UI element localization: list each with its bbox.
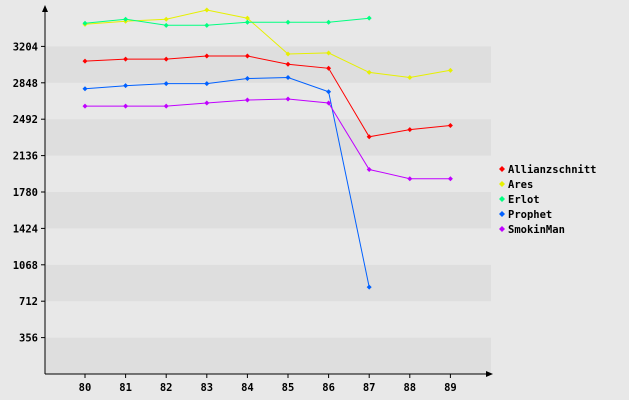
data-point xyxy=(447,67,453,73)
x-axis-arrow xyxy=(486,371,493,377)
grid-band xyxy=(45,82,491,120)
data-point xyxy=(244,97,250,103)
data-point xyxy=(407,176,413,182)
series-line xyxy=(84,17,370,26)
y-tick-label: 356 xyxy=(19,333,38,345)
grid-band xyxy=(45,10,491,47)
grid-band xyxy=(45,155,491,192)
data-point xyxy=(326,65,332,71)
data-point xyxy=(123,83,129,89)
data-point xyxy=(407,127,413,133)
data-point xyxy=(123,56,129,62)
data-point xyxy=(366,284,372,290)
data-point xyxy=(163,56,169,62)
data-point xyxy=(163,16,169,22)
y-tick-label: 1424 xyxy=(13,223,38,235)
grid-band xyxy=(45,192,491,229)
legend-label: Allianzschnitt xyxy=(508,164,597,176)
x-tick-label: 84 xyxy=(241,382,254,394)
data-point xyxy=(163,103,169,109)
data-point xyxy=(366,69,372,75)
grid-band xyxy=(45,46,491,83)
grid-band xyxy=(45,301,491,338)
data-point xyxy=(82,103,88,109)
series-line xyxy=(84,76,370,288)
y-tick-label: 712 xyxy=(19,296,38,308)
data-point xyxy=(204,81,210,87)
data-point xyxy=(163,81,169,87)
legend-marker xyxy=(499,211,505,217)
x-tick-label: 89 xyxy=(444,382,457,394)
data-point xyxy=(447,123,453,129)
legend-label: Ares xyxy=(508,179,533,191)
y-axis-arrow xyxy=(42,5,48,12)
data-point xyxy=(366,134,372,140)
y-tick-label: 3204 xyxy=(13,41,38,53)
data-point xyxy=(326,50,332,56)
y-tick-label: 1068 xyxy=(13,260,38,272)
x-tick-label: 86 xyxy=(322,382,335,394)
data-point xyxy=(407,74,413,80)
grid-band xyxy=(45,337,491,374)
data-point xyxy=(285,19,291,25)
data-point xyxy=(244,53,250,59)
data-point xyxy=(285,74,291,80)
data-point xyxy=(204,7,210,13)
data-point xyxy=(82,20,88,26)
series-line xyxy=(84,55,451,138)
series-line xyxy=(85,98,451,180)
data-point xyxy=(244,76,250,82)
data-point xyxy=(82,58,88,64)
data-point xyxy=(163,22,169,28)
x-tick-label: 88 xyxy=(403,382,416,394)
y-tick-label: 2136 xyxy=(13,151,38,163)
y-tick-label: 2492 xyxy=(13,114,38,126)
data-point xyxy=(204,53,210,59)
data-point xyxy=(285,51,291,57)
data-point xyxy=(204,100,210,106)
data-point xyxy=(244,15,250,21)
y-tick-label: 2848 xyxy=(13,78,38,90)
data-point xyxy=(366,167,372,173)
data-point xyxy=(326,89,332,95)
data-point xyxy=(204,22,210,28)
data-point xyxy=(123,16,129,22)
data-point xyxy=(285,61,291,67)
x-tick-label: 80 xyxy=(79,382,92,394)
data-point xyxy=(123,103,129,109)
data-point xyxy=(326,100,332,106)
data-point xyxy=(244,19,250,25)
legend-label: Prophet xyxy=(508,209,552,221)
grid-band xyxy=(45,228,491,265)
legend-marker xyxy=(499,226,505,232)
data-point xyxy=(366,15,372,21)
x-tick-label: 87 xyxy=(363,382,376,394)
y-tick-label: 1780 xyxy=(13,187,38,199)
legend-label: Erlot xyxy=(508,194,540,206)
grid-band xyxy=(45,264,491,302)
legend-label: SmokinMan xyxy=(508,224,565,236)
legend-marker xyxy=(499,196,505,202)
x-tick-label: 82 xyxy=(160,382,173,394)
x-tick-label: 85 xyxy=(282,382,295,394)
data-point xyxy=(447,176,453,182)
legend-marker xyxy=(499,166,505,172)
data-point xyxy=(285,96,291,102)
grid-band xyxy=(45,119,491,156)
data-point xyxy=(82,86,88,92)
x-tick-label: 81 xyxy=(119,382,132,394)
x-tick-label: 83 xyxy=(200,382,213,394)
data-point xyxy=(326,19,332,25)
series-line xyxy=(84,9,451,79)
legend-marker xyxy=(499,181,505,187)
